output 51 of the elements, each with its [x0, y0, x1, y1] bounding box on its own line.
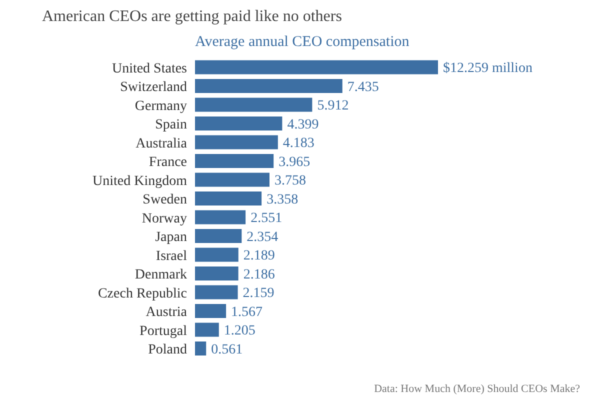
data-label: 1.567: [231, 304, 263, 320]
bar: [195, 79, 342, 93]
y-tick-label: Austria: [146, 305, 188, 320]
data-label: 4.183: [282, 136, 314, 152]
y-tick-label: Japan: [155, 230, 187, 246]
y-tick-label: Switzerland: [120, 80, 187, 96]
bar: [195, 304, 226, 318]
bar: [195, 266, 238, 280]
bar: [195, 98, 312, 112]
data-label: 7.435: [347, 80, 379, 95]
data-label: 3.758: [274, 174, 306, 189]
bar: [195, 342, 206, 356]
y-tick-label: Sweden: [142, 192, 187, 208]
bar: [195, 229, 242, 243]
data-label: 2.551: [250, 211, 282, 226]
bar: [195, 322, 219, 337]
y-tick-label: United Kingdom: [92, 174, 188, 189]
data-label: 2.186: [243, 267, 275, 282]
bar: [195, 210, 246, 224]
y-tick-label: Germany: [134, 98, 187, 114]
y-tick-label: France: [148, 155, 187, 170]
y-tick-label: United States: [112, 61, 187, 76]
y-tick-label: Australia: [136, 136, 188, 152]
y-tick-label: Norway: [142, 211, 187, 226]
bar: [195, 60, 438, 74]
data-label: 2.354: [246, 230, 278, 245]
y-tick-label: Denmark: [134, 268, 187, 283]
y-tick-label: Portugal: [140, 324, 188, 339]
bar: [195, 192, 262, 206]
chart-subtitle: Average annual CEO compensation: [195, 34, 410, 51]
y-tick-label: Spain: [155, 118, 187, 133]
data-label: 3.965: [278, 154, 310, 170]
y-tick-label: Czech Republic: [98, 286, 187, 302]
bar: [195, 154, 274, 168]
data-label: 2.159: [242, 286, 274, 302]
data-label: $12.259 million: [443, 61, 532, 76]
y-tick-label: Poland: [148, 342, 187, 358]
bar: [195, 135, 278, 150]
data-label: 2.189: [243, 248, 275, 264]
data-label: 4.399: [287, 117, 319, 132]
data-label: 1.205: [224, 324, 256, 339]
data-label: 5.912: [317, 98, 349, 114]
bar: [195, 285, 238, 300]
data-label: 3.358: [266, 192, 298, 208]
y-tick-label: Israel: [156, 248, 188, 264]
bar: [195, 172, 270, 187]
bar: [195, 248, 238, 262]
data-label: 0.561: [211, 342, 243, 358]
text: Data: How Much (More) Should CEOs Make?: [374, 383, 580, 395]
chart-title: American CEOs are getting paid like no others: [42, 8, 342, 26]
bar: [195, 116, 282, 130]
